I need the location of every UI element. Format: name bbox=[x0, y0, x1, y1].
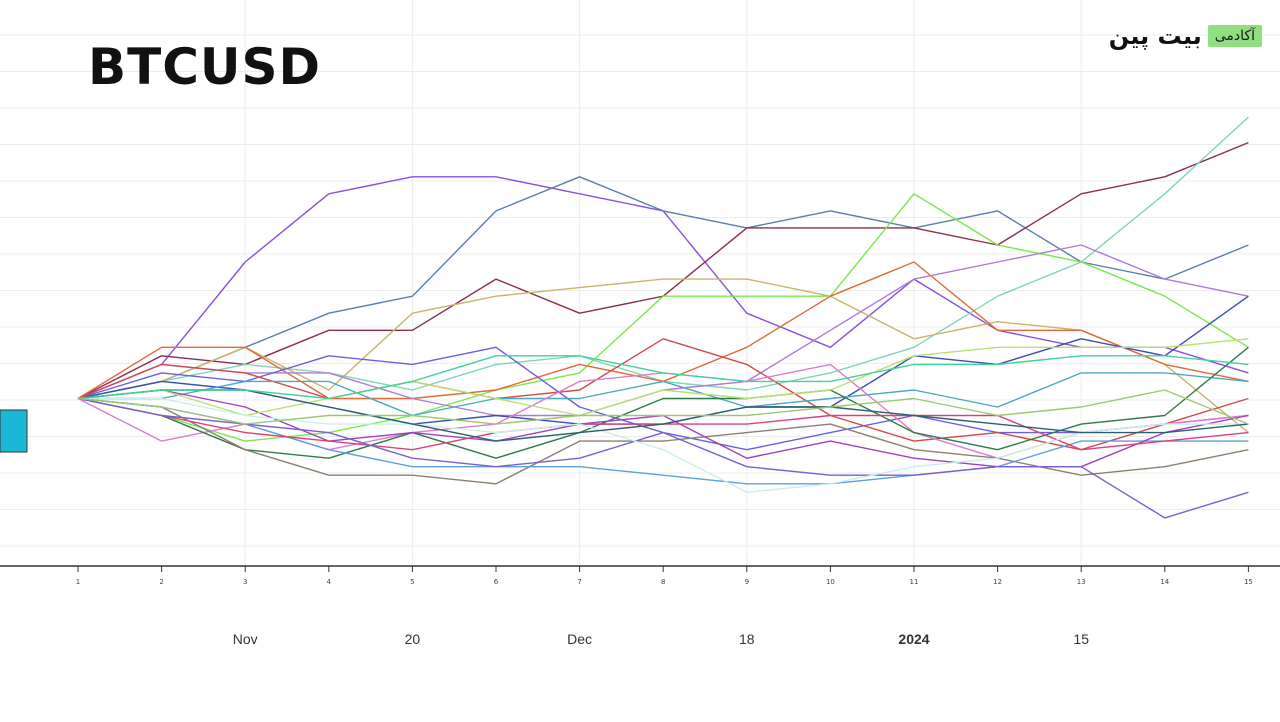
step-tick-label: 10 bbox=[826, 578, 835, 586]
date-tick-label: Nov bbox=[233, 631, 258, 647]
series-line-15 bbox=[77, 397, 1249, 485]
series-line-19 bbox=[77, 338, 1249, 417]
series-line-2 bbox=[77, 176, 1249, 400]
series-line-10 bbox=[77, 295, 1249, 425]
chart-title: BTCUSD bbox=[88, 38, 322, 96]
step-tick-label: 7 bbox=[577, 578, 581, 586]
date-tick-label: Dec bbox=[567, 631, 592, 647]
series-line-24 bbox=[77, 389, 1249, 425]
date-tick-label: 20 bbox=[405, 631, 421, 647]
step-tick-label: 6 bbox=[494, 578, 499, 586]
step-tick-label: 12 bbox=[993, 578, 1002, 586]
step-ticks: 1 2 3 4 5 6 7 8 9 10 11 12 13 14 15 bbox=[76, 566, 1253, 586]
brand-logo: آکادمی بیت پین bbox=[1109, 22, 1262, 50]
series-layer bbox=[77, 116, 1249, 519]
series-line-6 bbox=[77, 193, 1249, 442]
step-tick-label: 15 bbox=[1244, 578, 1253, 586]
brand-name: بیت پین bbox=[1108, 22, 1202, 50]
series-line-12 bbox=[78, 372, 1249, 417]
step-tick-label: 3 bbox=[243, 578, 247, 586]
date-ticks: Nov20Dec18202415Feb bbox=[233, 631, 1089, 647]
series-line-22 bbox=[77, 389, 1249, 442]
series-line-14 bbox=[77, 346, 1249, 459]
series-line-17 bbox=[77, 389, 1249, 468]
step-tick-label: 8 bbox=[661, 578, 665, 586]
series-line-5 bbox=[77, 278, 1249, 434]
date-tick-label: 18 bbox=[739, 631, 755, 647]
date-tick-label: 2024 bbox=[898, 631, 929, 647]
date-tick-label: 15 bbox=[1073, 631, 1089, 647]
step-tick-label: 9 bbox=[745, 578, 749, 586]
step-tick-label: 14 bbox=[1160, 578, 1169, 586]
series-line-21 bbox=[78, 397, 1249, 493]
step-tick-label: 1 bbox=[76, 578, 80, 586]
series-line-20 bbox=[77, 397, 1249, 519]
step-tick-label: 2 bbox=[159, 578, 163, 586]
series-line-23 bbox=[77, 355, 1249, 400]
step-tick-label: 11 bbox=[910, 578, 919, 586]
step-tick-label: 13 bbox=[1077, 578, 1086, 586]
step-tick-label: 4 bbox=[327, 578, 332, 586]
brand-badge: آکادمی bbox=[1207, 25, 1262, 47]
step-tick-label: 5 bbox=[410, 578, 414, 586]
series-line-16 bbox=[77, 397, 1249, 485]
series-line-7 bbox=[77, 261, 1249, 400]
start-marker bbox=[0, 409, 28, 453]
